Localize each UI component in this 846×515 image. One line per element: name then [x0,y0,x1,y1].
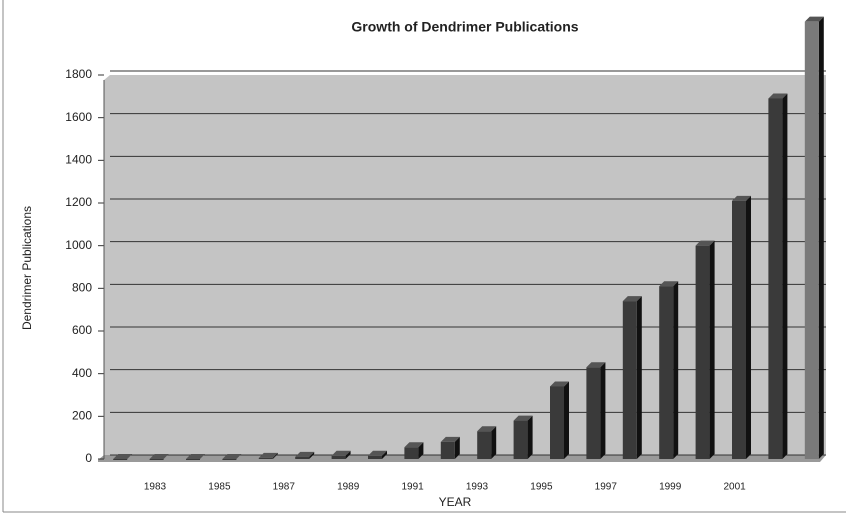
bar [586,362,606,459]
bar [149,454,169,460]
x-tick-label: 1995 [530,482,553,493]
bar [295,451,315,459]
x-axis-label: YEAR [439,495,472,509]
y-axis-label: Dendrimer Publications [20,206,34,330]
plot-floor [98,455,826,462]
x-tick-label: 2001 [723,482,746,493]
x-tick-label: 1985 [208,482,231,493]
x-tick-label: 1999 [659,482,682,493]
bar [331,450,351,459]
y-tick-label: 200 [72,409,92,423]
y-tick-label: 0 [85,451,92,465]
x-tick-label: 1987 [273,482,296,493]
y-tick-label: 1800 [65,67,92,81]
bar [804,16,824,460]
x-tick-label: 1989 [337,482,360,493]
bar [477,426,497,459]
bar [550,381,569,459]
y-tick-label: 800 [72,281,92,295]
bar [732,195,751,459]
y-tick-label: 1600 [65,110,92,124]
x-tick-label: 1993 [466,482,489,493]
bar [768,93,788,459]
y-tick-label: 1000 [65,238,92,252]
bar [258,452,278,459]
bar [513,415,533,459]
bar [659,281,679,459]
x-tick-label: 1997 [595,482,618,493]
chart-title: Growth of Dendrimer Publications [351,19,578,35]
bar [113,454,133,460]
bar [186,454,205,460]
x-tick-label: 1991 [401,482,424,493]
y-tick-label: 600 [72,323,92,337]
y-tick-label: 1200 [65,195,92,209]
x-tick-label: 1983 [144,482,167,493]
bar [440,436,460,459]
bar [695,240,715,459]
y-tick-label: 400 [72,366,92,380]
plot-area [104,75,826,460]
bar [622,296,642,459]
bar [222,454,242,460]
y-tick-label: 1400 [65,153,92,167]
bar [404,442,424,459]
bar [368,450,387,459]
